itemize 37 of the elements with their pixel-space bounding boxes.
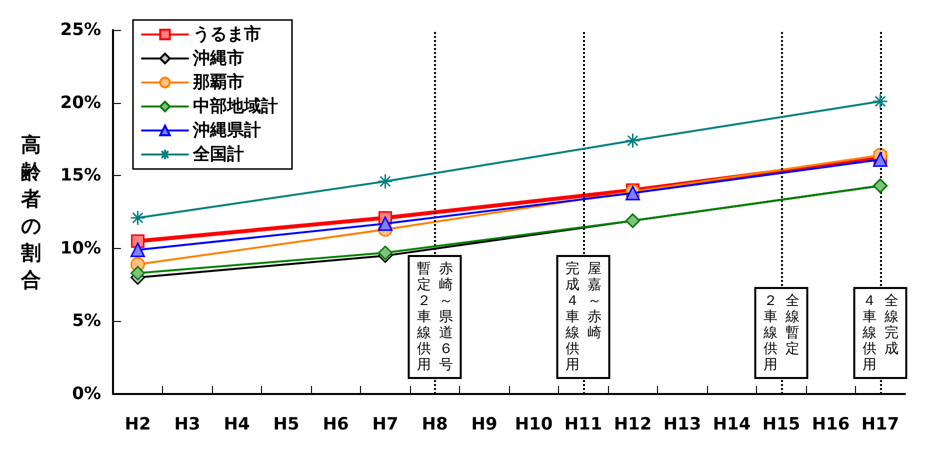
y-tick-label: 25% xyxy=(60,20,101,40)
y-axis-title: 高齢者の割合 xyxy=(20,132,42,292)
y-tick-label: 20% xyxy=(60,92,101,113)
legend-label: 中部地域計 xyxy=(193,96,278,116)
y-tick-label: 0% xyxy=(72,384,101,404)
annotation: 暫定２車線供用 xyxy=(416,261,431,373)
ref-line-label: 赤崎～県道６号 xyxy=(438,261,453,373)
x-tick-label: H10 xyxy=(514,414,553,434)
ref-line-label: 全線暫定 xyxy=(784,293,800,357)
y-tick-label: 5% xyxy=(72,311,101,332)
y-tick-label: 15% xyxy=(60,166,101,186)
legend-label: 沖縄県計 xyxy=(192,120,261,140)
legend-label: 全国計 xyxy=(192,144,244,164)
annotation: ４車線供用 xyxy=(861,293,876,373)
x-tick-label: H5 xyxy=(273,414,300,434)
x-tick-label: H6 xyxy=(322,414,349,434)
annotation: ２車線供用 xyxy=(762,293,778,373)
x-tick-label: H12 xyxy=(614,414,652,434)
x-tick-label: H11 xyxy=(564,414,602,434)
x-tick-label: H16 xyxy=(812,414,850,434)
x-tick-label: H14 xyxy=(712,414,751,434)
x-tick-label: H3 xyxy=(174,414,200,434)
x-tick-label: H9 xyxy=(471,414,498,434)
ref-line-label: 屋嘉～赤崎 xyxy=(587,261,602,341)
annotation: 完成４車線供用 xyxy=(564,261,580,373)
y-tick-label: 10% xyxy=(60,238,101,258)
x-tick-label: H13 xyxy=(663,414,702,434)
x-tick-label: H17 xyxy=(861,414,900,434)
legend-label: うるま市 xyxy=(193,24,261,44)
x-tick-label: H2 xyxy=(124,414,151,434)
x-tick-label: H4 xyxy=(224,414,250,434)
x-tick-label: H7 xyxy=(372,414,398,434)
x-tick-label: H15 xyxy=(762,414,800,434)
legend-label: 那覇市 xyxy=(192,72,244,92)
legend-label: 沖縄市 xyxy=(192,48,244,68)
ref-line-label: 全線完成 xyxy=(883,293,898,357)
x-tick-label: H8 xyxy=(422,414,448,434)
